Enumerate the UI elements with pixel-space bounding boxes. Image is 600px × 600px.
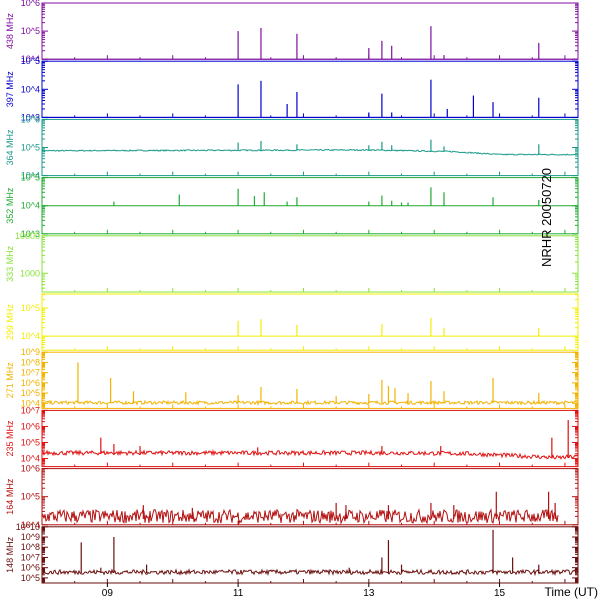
y-tick-label: 10^7 — [21, 368, 40, 378]
x-axis-title: Time (UT) — [544, 585, 598, 599]
y-tick-label: 10^5 — [21, 303, 40, 313]
x-tick-label: 13 — [363, 588, 375, 599]
y-tick-label: 10^4 — [21, 201, 40, 211]
y-tick-label: 10^4 — [21, 84, 40, 94]
panel-frame-299-mhz — [41, 293, 579, 351]
panel-frame-333-mhz — [41, 235, 579, 293]
panel-frame-397-mhz — [41, 60, 579, 118]
x-tick-label: 11 — [233, 588, 244, 599]
series-label-164-mhz: 164 MHz — [5, 478, 15, 515]
y-tick-label: 10^5 — [21, 388, 40, 398]
series-line-235-mhz — [41, 449, 579, 460]
series-label-438-mhz: 438 MHz — [5, 13, 15, 50]
y-tick-label: 10^6 — [21, 563, 40, 573]
series-label-235-mhz: 235 MHz — [5, 420, 15, 457]
y-tick-label: 10^5 — [21, 26, 40, 36]
y-tick-label: 10^3 — [21, 112, 40, 122]
series-line-148-mhz — [41, 568, 579, 577]
y-tick-label: 10^5 — [21, 143, 40, 153]
y-tick-label: 10^6 — [21, 114, 40, 124]
x-tick-label: 15 — [494, 588, 506, 599]
y-tick-label: 1000 — [20, 268, 40, 278]
y-tick-label: 10^5 — [21, 173, 40, 183]
series-label-299-mhz: 299 MHz — [5, 304, 15, 341]
series-label-333-mhz: 333 MHz — [5, 245, 15, 282]
station-date-label: NRHR 20050720 — [538, 167, 554, 268]
y-tick-label: 10^6 — [21, 378, 40, 388]
y-tick-label: 10^9 — [21, 532, 40, 542]
y-tick-label: 10^6 — [21, 464, 40, 474]
y-tick-label: 10^8 — [21, 357, 40, 367]
panel-frame-438-mhz — [41, 2, 579, 60]
y-tick-label: 10^5 — [21, 438, 40, 448]
y-tick-label: 10^10 — [16, 522, 40, 532]
x-tick-label: 09 — [102, 588, 114, 599]
y-tick-label: 10000 — [15, 231, 40, 241]
y-tick-label: 10^5 — [21, 56, 40, 66]
series-line-271-mhz — [41, 399, 579, 406]
series-line-164-mhz — [41, 508, 559, 526]
series-label-352-mhz: 352 MHz — [5, 187, 15, 224]
series-label-148-mhz: 148 MHz — [5, 536, 15, 573]
series-label-364-mhz: 364 MHz — [5, 129, 15, 166]
y-tick-label: 10^7 — [21, 552, 40, 562]
y-tick-label: 10^5 — [21, 492, 40, 502]
y-tick-label: 10^5 — [21, 573, 40, 583]
y-tick-label: 10^4 — [21, 331, 40, 341]
y-tick-label: 10^9 — [21, 347, 40, 357]
panel-frame-235-mhz — [41, 409, 579, 468]
series-line-364-mhz — [41, 148, 579, 156]
y-tick-label: 10^6 — [21, 0, 40, 8]
y-tick-label: 10^4 — [21, 520, 40, 530]
y-tick-label: 10^4 — [21, 171, 40, 181]
y-tick-label: 10^7 — [21, 405, 40, 415]
panel-frame-148-mhz — [41, 526, 579, 584]
y-tick-label: 10^4 — [21, 398, 40, 408]
y-tick-label: 10^4 — [21, 454, 40, 464]
y-tick-label: 10^3 — [21, 229, 40, 239]
series-label-397-mhz: 397 MHz — [5, 71, 15, 108]
panel-frame-364-mhz — [41, 118, 579, 177]
y-tick-label: 10^8 — [21, 542, 40, 552]
y-tick-label: 10^6 — [21, 421, 40, 431]
series-label-271-mhz: 271 MHz — [5, 362, 15, 399]
panel-frame-271-mhz — [41, 351, 579, 409]
y-tick-label: 10^4 — [21, 54, 40, 64]
